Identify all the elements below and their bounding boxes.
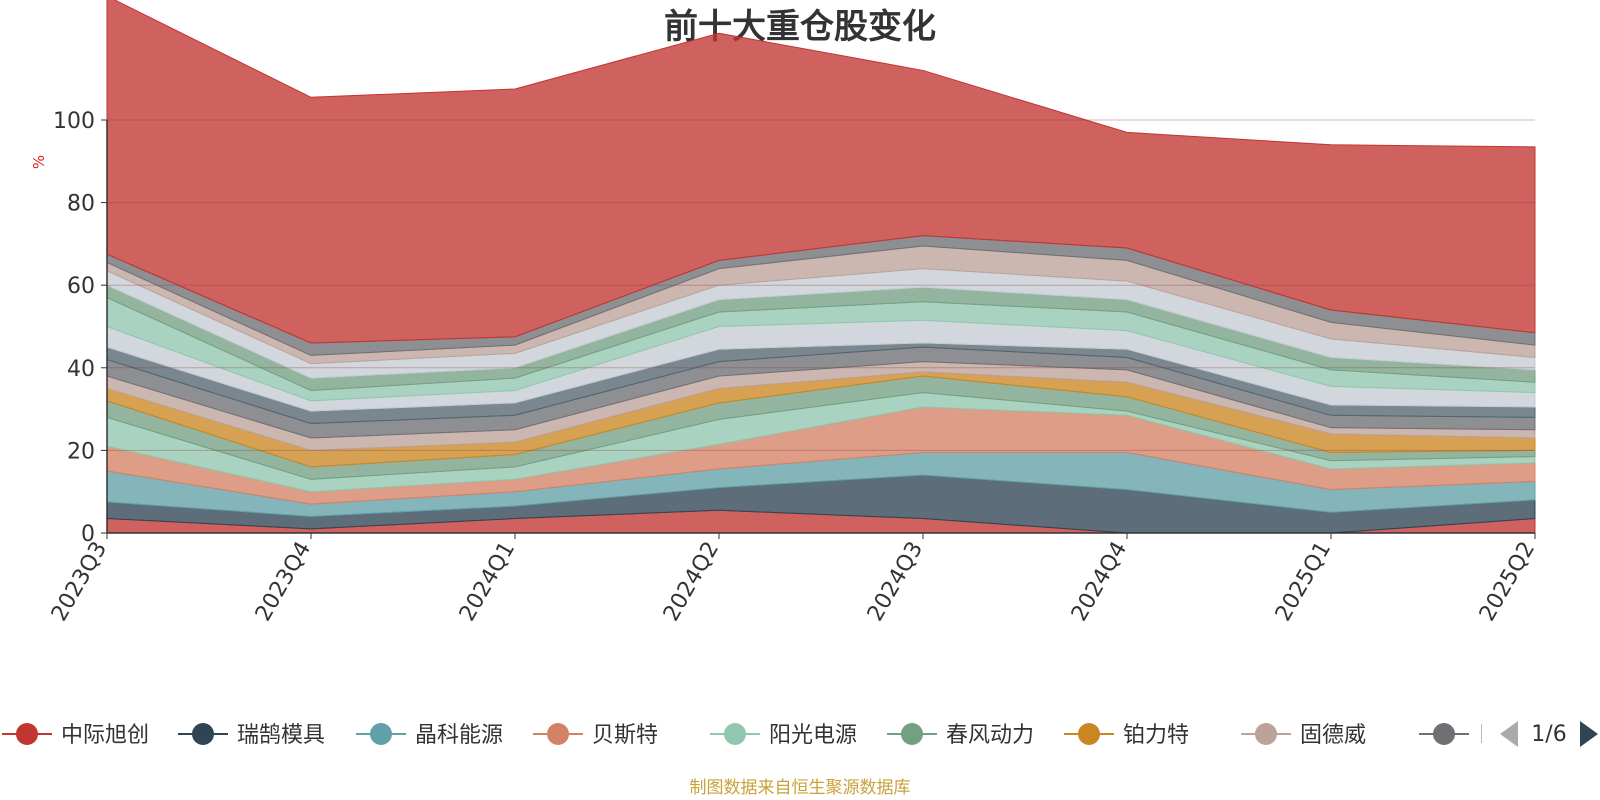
x-tick-label-7: 2025Q2: [1475, 538, 1540, 626]
legend-label: 巨人网络: [1478, 723, 1566, 748]
x-tick-label-6: 2025Q1: [1271, 538, 1336, 626]
legend-label: 贝斯特: [592, 723, 658, 748]
legend-item-4[interactable]: 阳光电源: [710, 723, 857, 748]
legend-label: 铂力特: [1123, 723, 1189, 748]
legend-dot-icon: [192, 723, 214, 745]
axes: [106, 120, 1535, 534]
y-axis-unit: %: [30, 155, 48, 169]
legend-dot-icon: [370, 723, 392, 745]
y-tick-label-4: 80: [67, 192, 95, 217]
x-tick-label-4: 2024Q3: [863, 538, 928, 626]
y-tick-label-1: 20: [67, 439, 95, 464]
legend-page-indicator: 1/6: [1531, 722, 1566, 747]
y-tick-label-0: 0: [81, 522, 95, 547]
legend-label: 春风动力: [946, 723, 1034, 748]
legend-label: 阳光电源: [769, 723, 857, 748]
x-tick-label-2: 2024Q1: [455, 538, 520, 626]
y-axis-ticks: 0 20 40 60 80 100: [53, 109, 107, 547]
x-axis-ticks: 2023Q3 2023Q4 2024Q1 2024Q2 2024Q3 2024Q4 2025…: [47, 533, 1540, 626]
grid-lines: [107, 119, 1535, 451]
x-tick-label-0: 2023Q3: [47, 538, 112, 626]
legend-dot-icon: [901, 723, 923, 745]
legend-label: 瑞鹄模具: [237, 723, 325, 748]
legend-item-6[interactable]: 铂力特: [1064, 723, 1189, 748]
legend-label: 中际旭创: [61, 723, 149, 748]
legend-label: 固德威: [1300, 723, 1366, 748]
legend-dot-icon: [1433, 723, 1455, 745]
legend-items: 中际旭创 瑞鹄模具 晶科能源 贝斯特 阳光电源 春风动力 铂力特 固德威 巨人网络: [2, 723, 1566, 748]
legend-item-0[interactable]: 中际旭创: [2, 723, 149, 748]
legend-dot-icon: [1255, 723, 1277, 745]
area-series-16: [106, 0, 1536, 344]
legend-item-7[interactable]: 固德威: [1241, 723, 1366, 748]
legend-label: 晶科能源: [415, 723, 503, 748]
source-note: 制图数据来自恒生聚源数据库: [690, 778, 911, 798]
legend-item-3[interactable]: 贝斯特: [533, 723, 658, 748]
legend-next-icon[interactable]: [1580, 721, 1598, 747]
legend-dot-icon: [724, 723, 746, 745]
legend-item-8[interactable]: 巨人网络: [1419, 723, 1566, 748]
y-tick-label-5: 100: [53, 109, 95, 134]
y-tick-label-3: 60: [67, 274, 95, 299]
area-layers: [106, 0, 1536, 534]
legend[interactable]: 中际旭创 瑞鹄模具 晶科能源 贝斯特 阳光电源 春风动力 铂力特 固德威 巨人网络: [2, 723, 1566, 748]
legend-dot-icon: [1078, 723, 1100, 745]
legend-item-5[interactable]: 春风动力: [887, 723, 1034, 748]
x-tick-label-5: 2024Q4: [1067, 538, 1132, 626]
legend-prev-icon[interactable]: [1500, 721, 1518, 747]
legend-dot-icon: [16, 723, 38, 745]
x-tick-label-3: 2024Q2: [659, 538, 724, 626]
legend-pager: 1/6: [1500, 721, 1598, 747]
x-tick-label-1: 2023Q4: [251, 538, 316, 626]
legend-item-1[interactable]: 瑞鹄模具: [178, 723, 325, 748]
y-tick-label-2: 40: [67, 357, 95, 382]
legend-item-2[interactable]: 晶科能源: [356, 723, 503, 748]
legend-dot-icon: [547, 723, 569, 745]
